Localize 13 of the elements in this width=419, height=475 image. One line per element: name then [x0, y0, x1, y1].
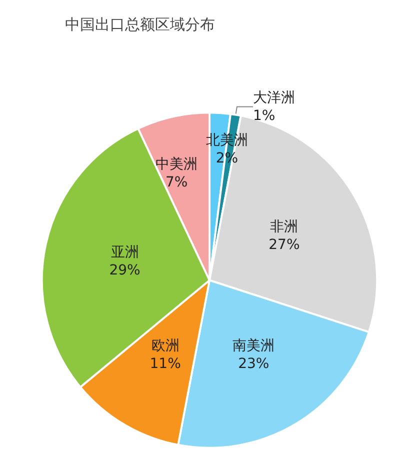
data-label: 23%: [238, 356, 270, 372]
chart-title: 中国出口总额区域分布: [65, 16, 215, 34]
slice-label: 亚洲: [110, 244, 139, 260]
data-label: 1%: [252, 108, 276, 124]
slice-label: 大洋洲: [252, 90, 295, 106]
data-label: 27%: [268, 237, 300, 254]
slice-label: 非洲: [270, 219, 298, 236]
data-label: 7%: [165, 174, 188, 191]
slice-label: 南美洲: [232, 338, 275, 354]
slice-label: 中美洲: [156, 156, 198, 173]
data-label: 29%: [109, 262, 140, 278]
slice-label: 欧洲: [151, 338, 180, 354]
data-label: 11%: [150, 356, 181, 372]
